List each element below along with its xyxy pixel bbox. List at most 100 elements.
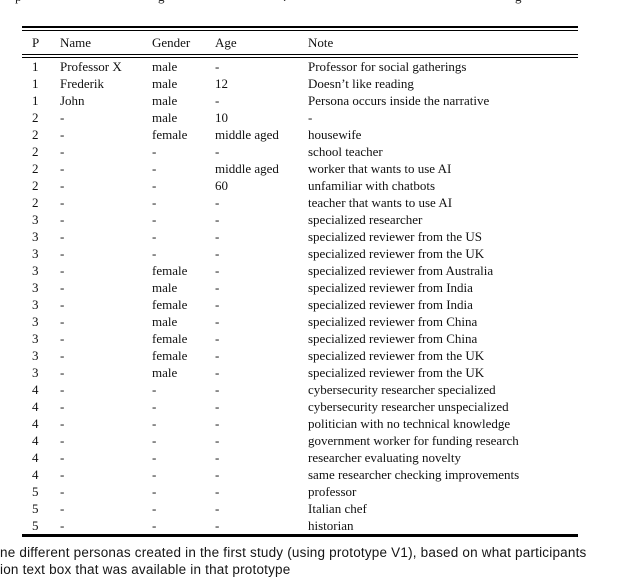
cell-p: 5: [32, 518, 39, 533]
cell-name: -: [60, 518, 65, 533]
cell-gender: -: [152, 467, 157, 482]
table-row: 3 - - - specialized reviewer from the UK: [22, 245, 578, 262]
cell-note: specialized reviewer from Australia: [308, 263, 494, 278]
cell-name: Frederik: [60, 76, 105, 91]
cell-p: 5: [32, 484, 39, 499]
cell-gender: -: [152, 229, 157, 244]
table-row: 4 - - - cybersecurity researcher special…: [22, 381, 578, 398]
cell-p: 2: [32, 195, 39, 210]
table-row: 3 - male - specialized reviewer from the…: [22, 364, 578, 381]
cell-gender: male: [152, 280, 178, 295]
cell-gender: -: [152, 195, 157, 210]
cell-p: 4: [32, 450, 39, 465]
cell-gender: -: [152, 450, 157, 465]
table-row: 2 - male 10 -: [22, 109, 578, 126]
table-row: 4 - - - cybersecurity researcher unspeci…: [22, 398, 578, 415]
cell-gender: male: [152, 110, 178, 125]
cell-note: specialized reviewer from the UK: [308, 365, 485, 380]
cell-name: John: [60, 93, 85, 108]
cell-name: -: [60, 161, 65, 176]
table-caption-line-1: ne different personas created in the fir…: [0, 545, 587, 560]
cell-gender: -: [152, 246, 157, 261]
cell-name: -: [60, 331, 65, 346]
column-header-gender: Gender: [152, 35, 191, 50]
table-row: 3 - female - specialized reviewer from A…: [22, 262, 578, 279]
cell-age: 60: [215, 178, 228, 193]
cell-p: 3: [32, 314, 39, 329]
table-row: 2 - - - school teacher: [22, 143, 578, 160]
cell-age: -: [215, 280, 220, 295]
table-row: 3 - male - specialized reviewer from Ind…: [22, 279, 578, 296]
cell-p: 3: [32, 331, 39, 346]
cell-p: 3: [32, 297, 39, 312]
cell-age: -: [215, 348, 220, 363]
cell-age: -: [215, 365, 220, 380]
table-header-row: P Name Gender Age Note: [22, 31, 578, 54]
cell-name: -: [60, 399, 65, 414]
cell-note: specialized reviewer from the UK: [308, 348, 485, 363]
table-row: 4 - - - government worker for funding re…: [22, 432, 578, 449]
cell-name: -: [60, 433, 65, 448]
cell-p: 4: [32, 382, 39, 397]
table-row: 2 - - 60 unfamiliar with chatbots: [22, 177, 578, 194]
cell-name: -: [60, 212, 65, 227]
cell-gender: -: [152, 501, 157, 516]
cell-p: 4: [32, 467, 39, 482]
cell-age: -: [215, 467, 220, 482]
cell-name: -: [60, 144, 65, 159]
column-header-name: Name: [60, 35, 92, 50]
cell-p: 2: [32, 144, 39, 159]
table-row: 1 Frederik male 12 Doesn’t like reading: [22, 75, 578, 92]
cropped-glyph-fragment: p: [15, 0, 22, 5]
cell-age: -: [215, 450, 220, 465]
cell-p: 4: [32, 433, 39, 448]
cell-name: -: [60, 110, 65, 125]
cell-note: unfamiliar with chatbots: [308, 178, 436, 193]
cell-p: 3: [32, 365, 39, 380]
cell-name: -: [60, 348, 65, 363]
cell-age: -: [215, 144, 220, 159]
cell-name: -: [60, 416, 65, 431]
table-header-rule-inner: [22, 57, 578, 58]
cell-name: -: [60, 127, 65, 142]
cell-p: 3: [32, 263, 39, 278]
table-bottom-rule: [22, 534, 578, 537]
cell-gender: male: [152, 365, 178, 380]
cell-gender: -: [152, 399, 157, 414]
cropped-glyph-fragment: g: [158, 0, 165, 5]
cell-gender: -: [152, 382, 157, 397]
cell-p: 2: [32, 110, 39, 125]
cell-gender: female: [152, 263, 188, 278]
cell-p: 1: [32, 76, 39, 91]
cell-name: -: [60, 467, 65, 482]
table-row: 4 - - - politician with no technical kno…: [22, 415, 578, 432]
cell-note: historian: [308, 518, 354, 533]
table-row: 2 - - - teacher that wants to use AI: [22, 194, 578, 211]
table-row: 5 - - - professor: [22, 483, 578, 500]
cell-p: 3: [32, 229, 39, 244]
cell-note: cybersecurity researcher specialized: [308, 382, 496, 397]
cell-name: -: [60, 178, 65, 193]
cell-note: Persona occurs inside the narrative: [308, 93, 490, 108]
cell-age: -: [215, 59, 220, 74]
cell-name: -: [60, 280, 65, 295]
cell-name: -: [60, 382, 65, 397]
cell-p: 1: [32, 59, 39, 74]
cell-name: -: [60, 484, 65, 499]
cell-gender: -: [152, 416, 157, 431]
cell-gender: female: [152, 127, 188, 142]
cell-name: -: [60, 365, 65, 380]
table-row: 3 - female - specialized reviewer from I…: [22, 296, 578, 313]
cell-note: Doesn’t like reading: [308, 76, 414, 91]
cell-p: 3: [32, 348, 39, 363]
cell-p: 1: [32, 93, 39, 108]
cell-name: -: [60, 450, 65, 465]
cell-name: -: [60, 195, 65, 210]
cell-name: -: [60, 297, 65, 312]
cell-age: -: [215, 314, 220, 329]
cell-note: specialized reviewer from China: [308, 314, 478, 329]
cell-note: government worker for funding research: [308, 433, 519, 448]
table-row: 3 - male - specialized reviewer from Chi…: [22, 313, 578, 330]
table-top-rule-inner: [22, 30, 578, 31]
table-row: 1 Professor X male - Professor for socia…: [22, 58, 578, 75]
